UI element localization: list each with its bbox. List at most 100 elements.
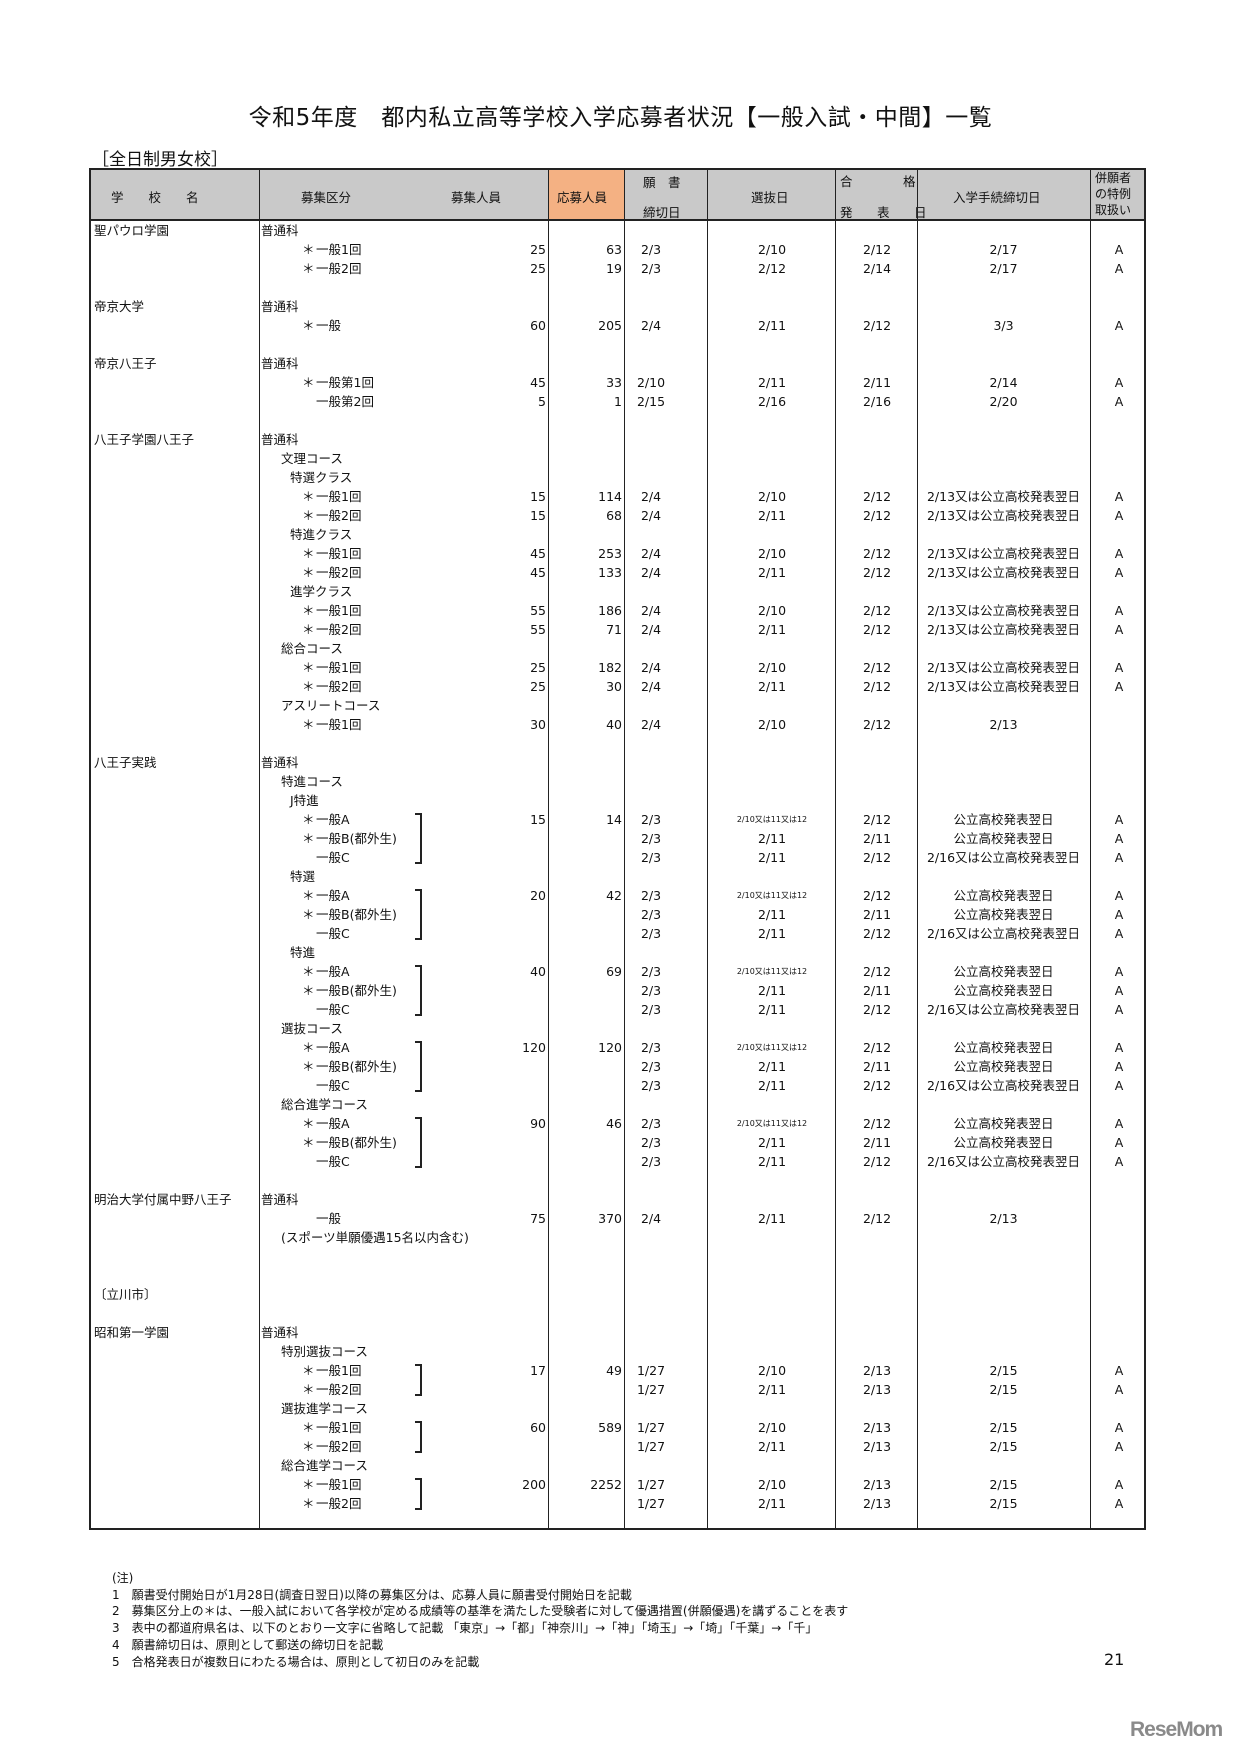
category: 一般1回 [316, 603, 362, 618]
procedure-deadline: 2/17 [989, 261, 1018, 276]
special-handling: A [1114, 1363, 1124, 1378]
table-row: 特進コース [91, 772, 1144, 791]
procedure-deadline: 2/13又は公立高校発表翌日 [926, 660, 1081, 675]
result-date: 2/11 [862, 983, 892, 998]
category: 特選クラス [290, 470, 353, 485]
group-bracket [415, 1421, 422, 1453]
column-divider [548, 170, 549, 1528]
application-deadline: 2/3 [640, 831, 662, 846]
column-divider [707, 170, 708, 1528]
category: (スポーツ単願優遇15名以内含む) [281, 1230, 469, 1245]
applicants: 589 [598, 1420, 622, 1435]
table-row: 特進 [91, 943, 1144, 962]
category: 一般B(都外生) [316, 1059, 397, 1074]
exam-date: 2/11 [757, 1135, 787, 1150]
special-handling: A [1114, 660, 1124, 675]
exam-date: 2/11 [757, 622, 787, 637]
result-date: 2/12 [862, 1211, 892, 1226]
applicants: 69 [606, 964, 622, 979]
page-number: 21 [1104, 1650, 1125, 1669]
category: 一般1回 [316, 489, 362, 504]
special-handling: A [1114, 1135, 1124, 1150]
special-handling: A [1114, 318, 1124, 333]
category: 一般第2回 [316, 394, 374, 409]
exam-date: 2/10 [757, 717, 787, 732]
special-handling: A [1114, 812, 1124, 827]
table-row: ＊一般A 120 120 2/3 2/10又は11又は12 2/12 公立高校発表翌日 A [91, 1038, 1144, 1057]
table-row: 特選クラス [91, 468, 1144, 487]
capacity: 40 [530, 964, 546, 979]
category: 一般第1回 [316, 375, 374, 390]
result-date: 2/12 [862, 1078, 892, 1093]
special-handling: A [1114, 622, 1124, 637]
capacity: 45 [530, 546, 546, 561]
exam-date: 2/11 [757, 1154, 787, 1169]
preference-mark: ＊ [302, 717, 315, 732]
preference-mark: ＊ [302, 983, 315, 998]
header-result-top-right: 格 [903, 174, 916, 189]
table-row: 一般C 2/3 2/11 2/12 2/16又は公立高校発表翌日 A [91, 1076, 1144, 1095]
exam-date: 2/12 [757, 261, 787, 276]
category: 一般 [316, 318, 342, 333]
category: 総合進学コース [281, 1458, 368, 1473]
note-item: 3 表中の都道府県名は、以下のとおり一文字に省略して記載 「東京」→「都」「神奈… [112, 1621, 818, 1636]
category: 普通科 [261, 755, 299, 770]
exam-date: 2/10 [757, 1363, 787, 1378]
category: 普通科 [261, 223, 299, 238]
special-handling: A [1114, 603, 1124, 618]
table-row: 選抜コース [91, 1019, 1144, 1038]
capacity: 5 [538, 394, 546, 409]
category: 一般A [316, 888, 350, 903]
table-row [91, 411, 1144, 430]
table-row: 特別選抜コース [91, 1342, 1144, 1361]
category: 進学クラス [290, 584, 353, 599]
category: 一般2回 [316, 679, 362, 694]
exam-date: 2/11 [757, 1496, 787, 1511]
special-handling: A [1114, 394, 1124, 409]
application-deadline: 2/3 [640, 964, 662, 979]
special-handling: A [1114, 375, 1124, 390]
exam-date: 2/11 [757, 850, 787, 865]
applicants: 63 [606, 242, 622, 257]
capacity: 60 [530, 1420, 546, 1435]
exam-date: 2/11 [757, 679, 787, 694]
exam-date: 2/11 [757, 907, 787, 922]
procedure-deadline: 2/20 [989, 394, 1018, 409]
header-procedure: 入学手続締切日 [953, 190, 1041, 205]
table-row: ＊一般2回 45 133 2/4 2/11 2/12 2/13又は公立高校発表翌日 A [91, 563, 1144, 582]
capacity: 25 [530, 660, 546, 675]
table-row: 帝京大学 普通科 [91, 297, 1144, 316]
applicants: 205 [598, 318, 622, 333]
special-handling: A [1114, 964, 1124, 979]
procedure-deadline: 2/15 [989, 1496, 1018, 1511]
special-handling: A [1114, 907, 1124, 922]
exam-date: 2/11 [757, 565, 787, 580]
application-deadline: 2/3 [640, 812, 662, 827]
application-deadline: 2/3 [640, 242, 662, 257]
special-handling: A [1114, 261, 1124, 276]
application-deadline: 2/4 [640, 546, 662, 561]
header-school: 学 校 名 [111, 190, 199, 205]
applicants: 2252 [590, 1477, 622, 1492]
exam-date: 2/11 [757, 1078, 787, 1093]
procedure-deadline: 公立高校発表翌日 [953, 907, 1054, 922]
procedure-deadline: 2/14 [989, 375, 1018, 390]
special-handling: A [1114, 1420, 1124, 1435]
column-divider [259, 170, 260, 1528]
result-date: 2/16 [862, 394, 892, 409]
application-deadline: 2/4 [640, 603, 662, 618]
category: 文理コース [281, 451, 343, 466]
special-handling: A [1114, 983, 1124, 998]
note-item: 2 募集区分上の＊は、一般入試において各学校が定める成績等の基準を満たした受験者… [112, 1604, 849, 1619]
table-row: ＊一般1回 15 114 2/4 2/10 2/12 2/13又は公立高校発表翌日 A [91, 487, 1144, 506]
header-result-top-left: 合 [840, 174, 853, 189]
application-deadline: 2/3 [640, 1059, 662, 1074]
capacity: 15 [530, 812, 546, 827]
category: 一般A [316, 964, 350, 979]
capacity: 25 [530, 261, 546, 276]
procedure-deadline: 2/16又は公立高校発表翌日 [926, 850, 1081, 865]
preference-mark: ＊ [302, 603, 315, 618]
column-divider [624, 170, 625, 1528]
table-row [91, 1304, 1144, 1323]
procedure-deadline: 2/16又は公立高校発表翌日 [926, 926, 1081, 941]
